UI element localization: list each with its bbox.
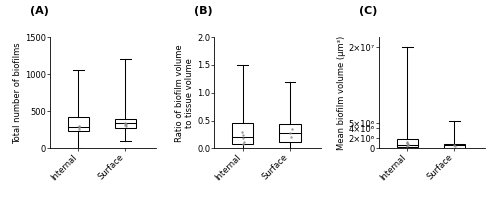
- Point: [74, 127, 82, 130]
- Point: [239, 142, 247, 145]
- Point: [450, 143, 458, 147]
- Y-axis label: Total number of biofilms: Total number of biofilms: [13, 42, 22, 144]
- Point: [238, 130, 246, 133]
- PathPatch shape: [115, 119, 136, 128]
- PathPatch shape: [444, 144, 465, 147]
- Point: [239, 137, 247, 140]
- Point: [403, 141, 411, 144]
- Point: [404, 144, 411, 147]
- Point: [288, 127, 296, 131]
- PathPatch shape: [280, 124, 300, 142]
- Y-axis label: Mean biofilm volume (μm³): Mean biofilm volume (μm³): [337, 36, 346, 150]
- Point: [451, 144, 459, 147]
- Point: [122, 122, 130, 126]
- Point: [404, 143, 412, 146]
- Text: (A): (A): [30, 6, 49, 16]
- PathPatch shape: [68, 117, 89, 131]
- Point: [404, 142, 411, 146]
- PathPatch shape: [396, 139, 418, 147]
- Text: (C): (C): [359, 6, 378, 16]
- Point: [75, 124, 83, 128]
- Point: [121, 121, 129, 125]
- Y-axis label: Ratio of biofilm volume
to tissue volume: Ratio of biofilm volume to tissue volume: [175, 44, 195, 142]
- Point: [122, 124, 130, 127]
- Point: [76, 125, 84, 129]
- Point: [286, 131, 294, 134]
- Point: [404, 142, 411, 145]
- Point: [240, 140, 248, 143]
- Text: (B): (B): [194, 6, 213, 16]
- Point: [121, 123, 129, 126]
- Point: [286, 136, 294, 139]
- Point: [239, 133, 247, 137]
- PathPatch shape: [232, 123, 254, 144]
